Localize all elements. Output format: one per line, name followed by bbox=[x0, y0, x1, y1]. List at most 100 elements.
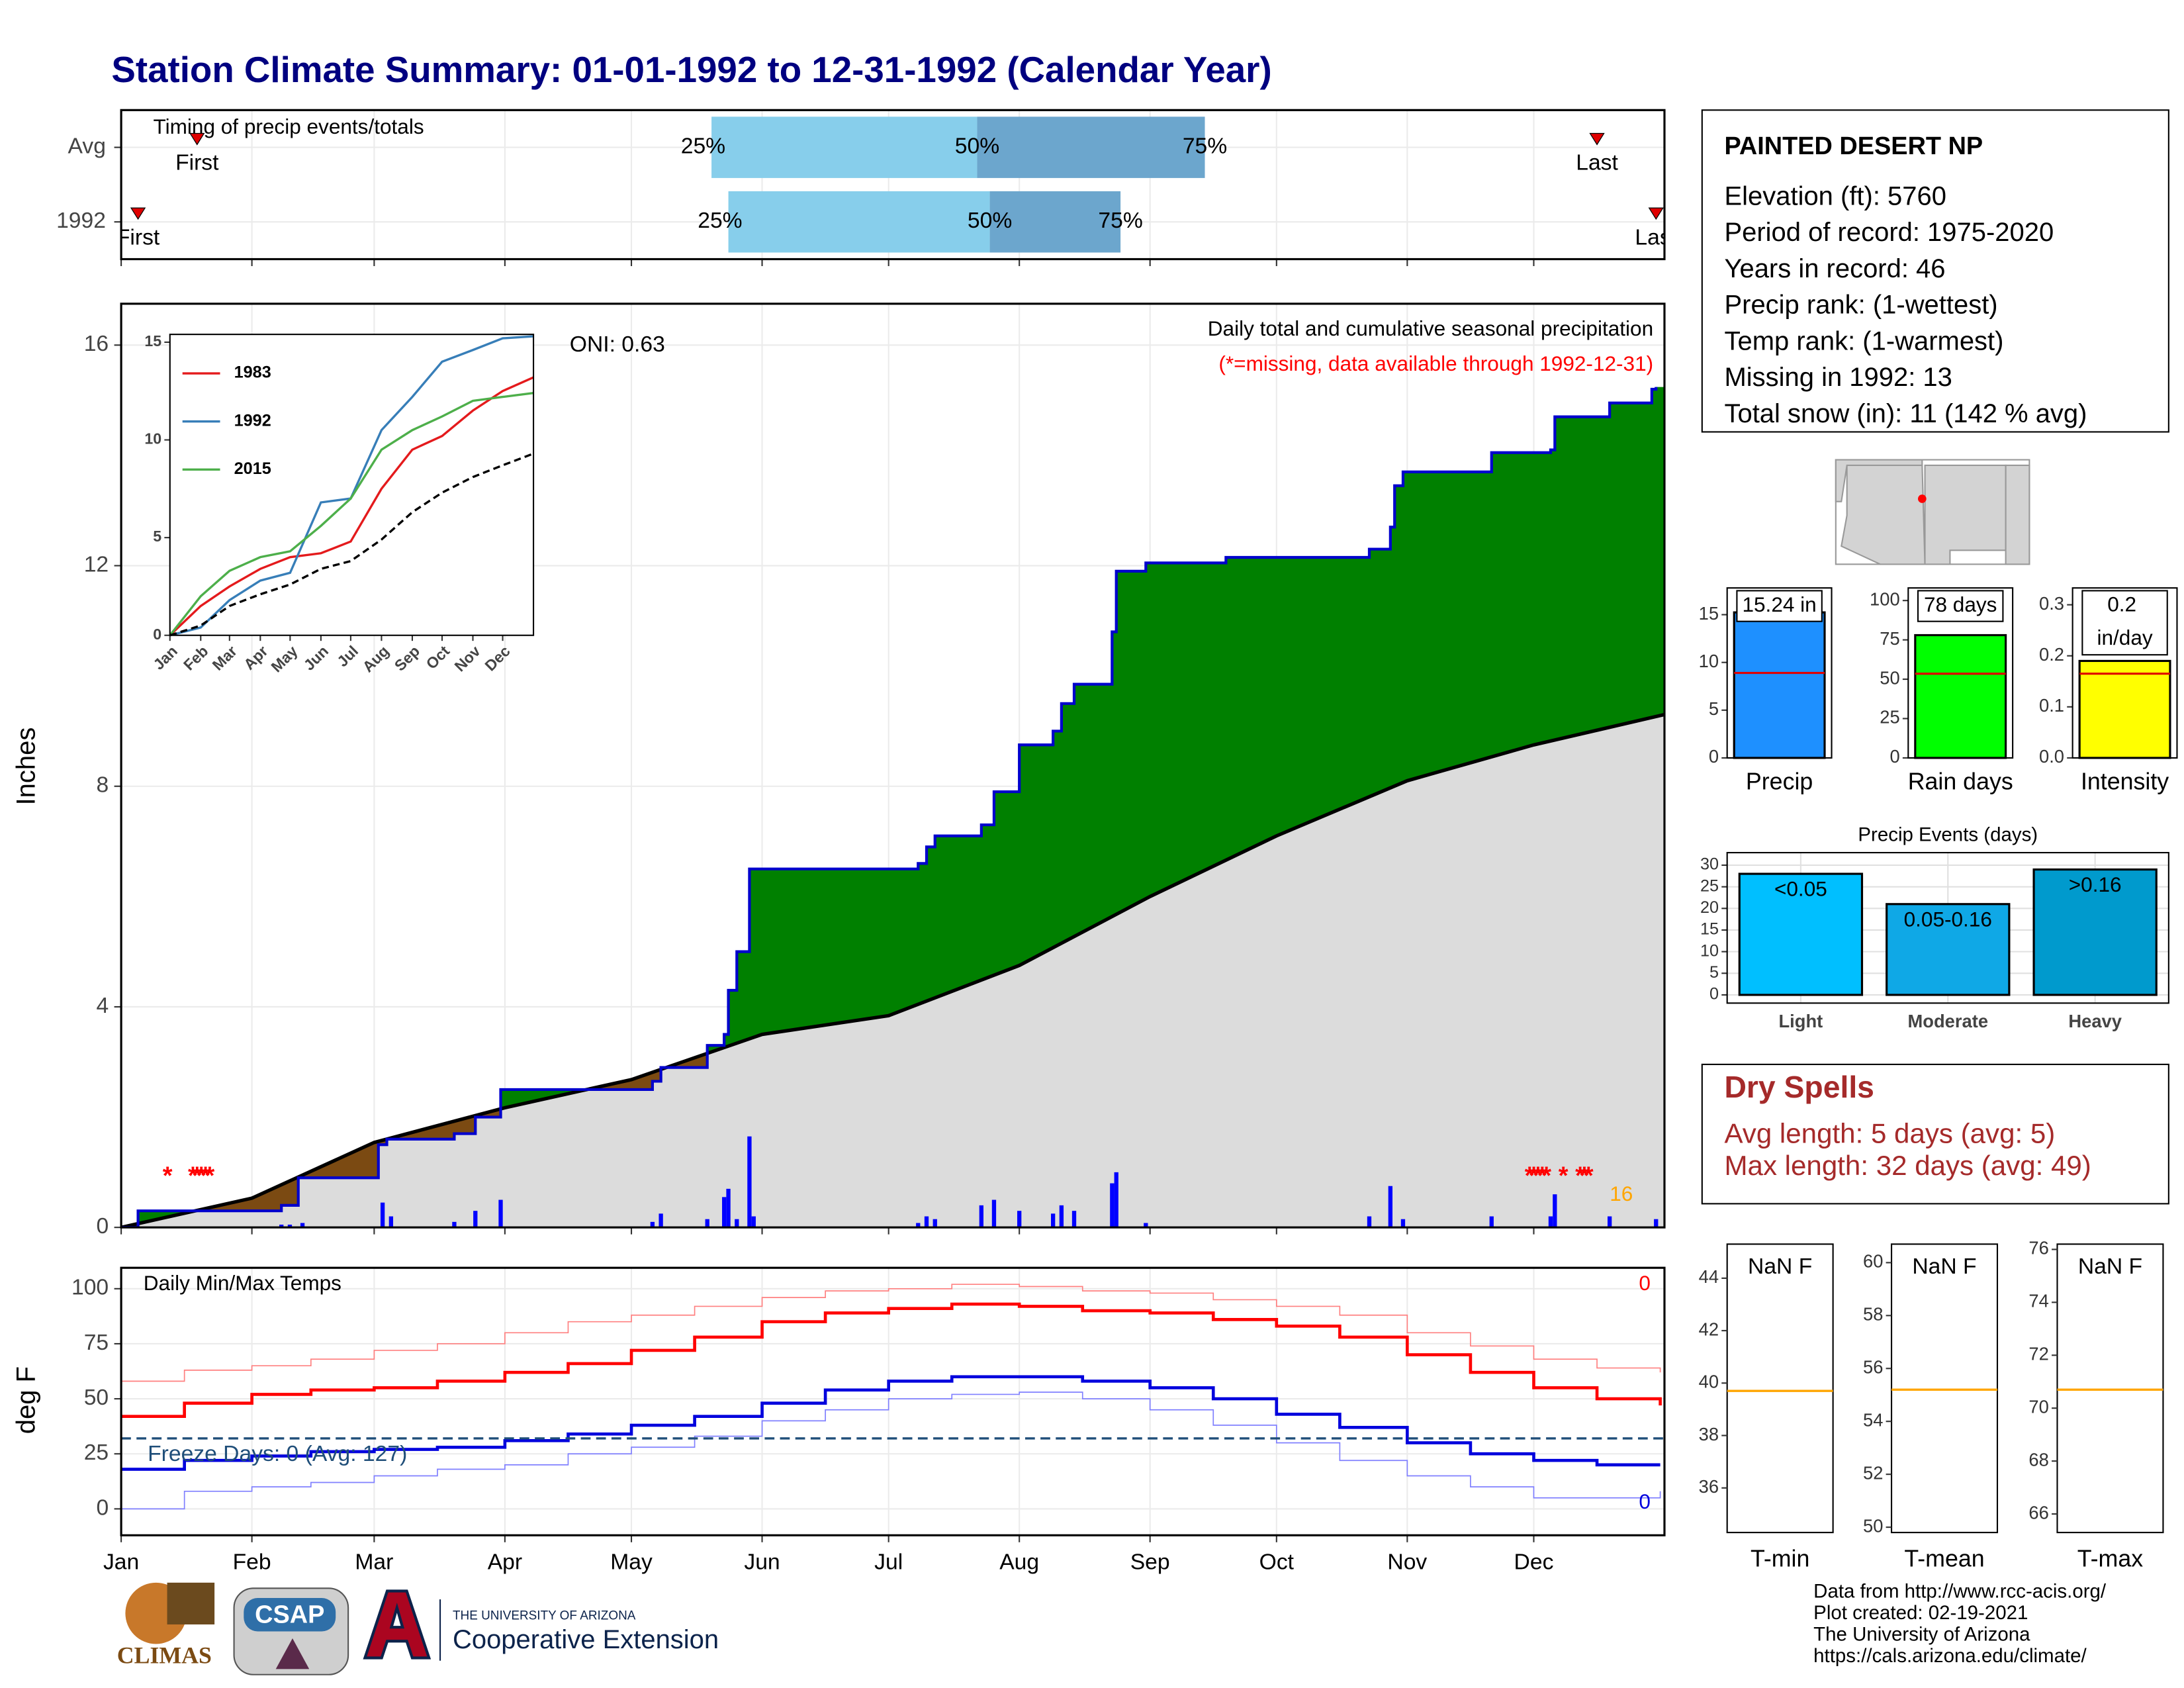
csap-logo bbox=[275, 1638, 310, 1669]
station-line: Precip rank: (1-wettest) bbox=[1724, 291, 1997, 320]
daily-bar bbox=[279, 1225, 284, 1228]
daily-bar bbox=[751, 1216, 756, 1228]
y-tick-label: 0 bbox=[1709, 746, 1719, 767]
missing-marker: * bbox=[1533, 1162, 1543, 1190]
temp-line bbox=[121, 1302, 1662, 1419]
y-tick-label: 12 bbox=[84, 552, 109, 577]
daily-bar bbox=[1017, 1211, 1022, 1228]
y-tick-label: 0.2 bbox=[2039, 644, 2064, 665]
y-tick-label: 5 bbox=[1709, 963, 1719, 982]
daily-bar bbox=[1388, 1186, 1393, 1228]
missing-marker: * bbox=[201, 1162, 210, 1190]
value-label-box bbox=[2081, 590, 2168, 656]
value-label: 15.24 in bbox=[1742, 592, 1816, 616]
value-label: 0.2 in/day bbox=[2097, 592, 2152, 650]
value-label: NaN F bbox=[2078, 1254, 2142, 1279]
y-tick-label: 25 bbox=[1700, 876, 1719, 895]
station-line: Total snow (in): 11 (142 % avg) bbox=[1724, 399, 2087, 428]
quartile-bar-lower bbox=[711, 117, 978, 178]
y-tick-label: 42 bbox=[1699, 1319, 1719, 1339]
inset-line bbox=[169, 376, 534, 636]
y-tick-label: 50 bbox=[1880, 667, 1899, 688]
map-station bbox=[1918, 494, 1927, 503]
inset-line bbox=[169, 392, 534, 636]
quartile-label: 50% bbox=[955, 134, 999, 158]
y-tick-label: 100 bbox=[1870, 588, 1900, 609]
panel-timing: 25% 50% 75% First Last 25% 50% 75% First Last bbox=[121, 110, 1664, 259]
y-tick-label: 54 bbox=[1863, 1409, 1883, 1430]
daily-bar bbox=[933, 1219, 937, 1228]
legend-label: 1992 bbox=[234, 411, 271, 430]
missing-marker: * bbox=[1559, 1162, 1569, 1190]
dry-spells-box bbox=[1701, 1063, 2169, 1205]
temp-title: Daily Min/Max Temps bbox=[144, 1271, 341, 1295]
y-tick-label: 70 bbox=[2028, 1396, 2048, 1417]
daily-bar bbox=[287, 1225, 293, 1228]
y-tick-label: 100 bbox=[71, 1276, 109, 1300]
x-tick-label: Sep bbox=[1130, 1550, 1170, 1574]
timing-title: Timing of precip events/totals bbox=[154, 115, 424, 138]
category-label: T-min bbox=[1751, 1546, 1809, 1572]
daily-bar bbox=[1608, 1216, 1612, 1228]
summary-bar bbox=[2078, 659, 2171, 759]
daily-bar bbox=[1489, 1216, 1494, 1228]
missing-marker: * bbox=[1529, 1162, 1539, 1190]
count-label: 16 bbox=[1610, 1182, 1633, 1205]
y-tick-label: 1992 bbox=[56, 209, 106, 233]
station-line: Period of record: 1975-2020 bbox=[1724, 218, 2054, 247]
map-north bbox=[1835, 459, 1923, 502]
value-label-box bbox=[1736, 590, 1823, 622]
value-label-box bbox=[1917, 590, 2004, 622]
station-box bbox=[1701, 109, 2169, 433]
quartile-label: 75% bbox=[1098, 209, 1142, 233]
bar bbox=[2032, 868, 2158, 996]
legend-label: 1983 bbox=[234, 363, 271, 382]
station-line: Missing in 1992: 13 bbox=[1724, 363, 1952, 392]
map bbox=[1835, 459, 2030, 565]
x-tick-label: Apr bbox=[488, 1550, 522, 1574]
inset-border bbox=[169, 334, 535, 636]
bar bbox=[1738, 872, 1864, 996]
y-tick-label: 5 bbox=[1709, 698, 1719, 719]
climas-text: CLIMAS bbox=[117, 1642, 212, 1669]
panel-background bbox=[1890, 1243, 1999, 1534]
temp-line bbox=[121, 1375, 1661, 1471]
panel-temp bbox=[121, 1268, 1664, 1536]
chart-title: Precip Events (days) bbox=[1858, 824, 2038, 846]
bar-label: 0.05-0.16 bbox=[1904, 907, 1992, 931]
station-line: Temp rank: (1-warmest) bbox=[1724, 326, 2003, 355]
bar-label: >0.16 bbox=[2069, 872, 2122, 896]
daily-bar bbox=[735, 1219, 739, 1228]
daily-bar bbox=[1553, 1194, 1557, 1228]
credit-line: Plot created: 02-19-2021 bbox=[1813, 1602, 2028, 1624]
y-tick-label: 0 bbox=[96, 1214, 109, 1239]
x-tick-label: Mar bbox=[355, 1550, 393, 1574]
missing-marker: * bbox=[1525, 1162, 1535, 1190]
daily-bar bbox=[380, 1202, 385, 1228]
panel-border bbox=[2071, 587, 2178, 759]
dry-spells-title: Dry Spells bbox=[1724, 1070, 1874, 1104]
missing-marker: * bbox=[1575, 1162, 1585, 1190]
y-tick-label: 8 bbox=[96, 773, 109, 798]
y-tick-label: 40 bbox=[1699, 1372, 1719, 1392]
y-tick-label: 44 bbox=[1699, 1266, 1719, 1287]
y-tick-label: 36 bbox=[1699, 1476, 1719, 1497]
y-tick-label: 15 bbox=[1700, 920, 1719, 939]
bar bbox=[1886, 903, 2011, 996]
ua-text: THE UNIVERSITY OF ARIZONA bbox=[453, 1609, 636, 1622]
min-count: 0 bbox=[1639, 1489, 1651, 1513]
missing-marker: * bbox=[1584, 1162, 1594, 1190]
y-tick-label: 25 bbox=[84, 1440, 109, 1465]
category-label: Rain days bbox=[1908, 768, 2013, 794]
daily-bar bbox=[916, 1223, 921, 1228]
daily-bar bbox=[1114, 1172, 1118, 1228]
y-tick-label: 75 bbox=[84, 1331, 109, 1355]
y-tick-label: 76 bbox=[2028, 1238, 2048, 1258]
daily-bar bbox=[1059, 1205, 1064, 1228]
y-tick-label: 10 bbox=[1699, 651, 1719, 671]
value-label: NaN F bbox=[1912, 1254, 1976, 1279]
ua-logo bbox=[363, 1589, 432, 1660]
temp-line bbox=[121, 1284, 1661, 1382]
summary-bar bbox=[1733, 611, 1826, 759]
x-tick-label: Jul bbox=[874, 1550, 903, 1574]
